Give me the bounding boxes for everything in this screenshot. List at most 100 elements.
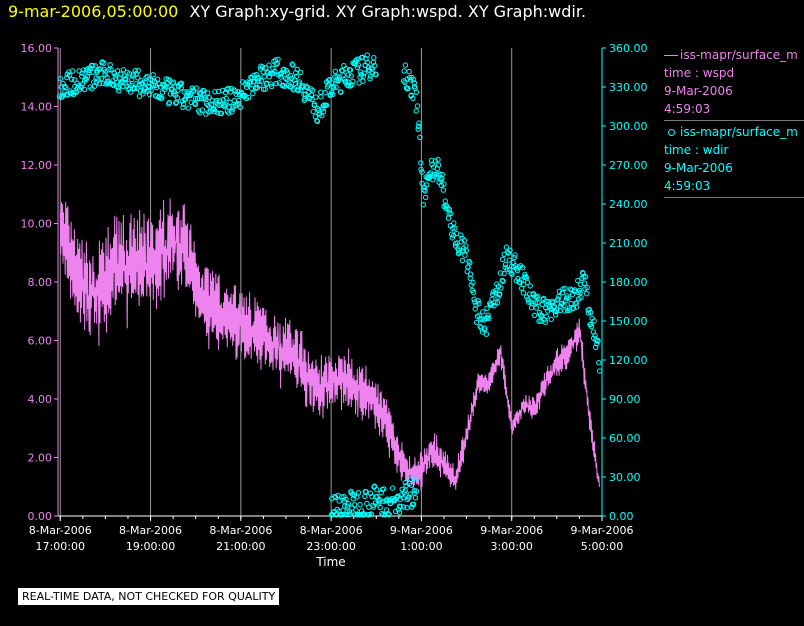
wdir-point [536, 318, 542, 324]
wdir-point [159, 89, 166, 96]
wdir-point [227, 99, 233, 105]
wdir-point [486, 315, 492, 322]
wdir-point [438, 182, 444, 189]
wdir-point [278, 71, 284, 77]
wdir-point [506, 257, 512, 263]
wdir-point [493, 287, 499, 293]
wdir-point [500, 256, 506, 263]
wdir-point [448, 210, 454, 217]
wdir-point [419, 180, 425, 187]
wdir-point [519, 264, 526, 271]
wdir-point [500, 278, 506, 284]
wdir-point [199, 107, 206, 113]
wdir-point [135, 67, 141, 74]
legend-date: 9-Mar-2006 [664, 161, 733, 175]
wdir-point [123, 75, 129, 82]
wdir-point [514, 267, 521, 274]
wdir-point [99, 59, 106, 65]
wdir-point [374, 487, 380, 493]
wdir-point [267, 70, 273, 77]
wdir-point [245, 94, 252, 101]
wdir-point [460, 248, 466, 254]
wdir-point [261, 74, 267, 80]
wdir-point [170, 79, 177, 85]
wdir-point [402, 62, 409, 68]
wdir-point [455, 251, 462, 257]
wdir-point [338, 89, 344, 95]
wdir-point [588, 323, 595, 330]
wdir-point [98, 75, 105, 82]
wdir-point [578, 295, 584, 301]
right-tick-label: 60.00 [609, 432, 641, 445]
wspd-line [59, 198, 600, 491]
wdir-point [250, 90, 256, 97]
wdir-point [322, 90, 328, 96]
wdir-point [131, 86, 138, 92]
right-tick-label: 90.00 [609, 393, 641, 406]
wdir-point [264, 69, 270, 75]
wdir-point [351, 492, 357, 499]
wdir-point [533, 305, 539, 311]
wdir-point [115, 85, 122, 91]
wdir-point [467, 260, 473, 266]
wdir-point [343, 496, 349, 502]
wdir-point [222, 89, 229, 96]
wdir-point [502, 261, 509, 268]
wdir-point [498, 285, 504, 291]
wdir-point [154, 76, 161, 82]
right-tick-label: 150.00 [609, 315, 648, 328]
wdir-point [507, 247, 513, 254]
wdir-point [106, 67, 112, 73]
wdir-point [476, 312, 482, 318]
wdir-point [110, 82, 117, 89]
wdir-point [584, 284, 590, 291]
wdir-point [332, 68, 338, 75]
wdir-point [255, 78, 262, 84]
wdir-point [551, 303, 557, 309]
wdir-point [218, 110, 225, 117]
wdir-point [276, 80, 282, 86]
wdir-point [92, 63, 99, 69]
wdir-point [212, 108, 218, 115]
wdir-point [416, 120, 422, 126]
wdir-point [434, 171, 440, 177]
right-tick-label: 270.00 [609, 159, 648, 172]
wdir-point [142, 79, 148, 86]
wdir-point [223, 95, 229, 102]
wdir-point [431, 171, 438, 177]
wdir-point [444, 203, 450, 209]
wdir-point [415, 123, 422, 130]
wdir-point [357, 502, 363, 508]
wdir-point [137, 88, 144, 94]
wdir-point [597, 368, 603, 374]
wdir-point [407, 491, 413, 497]
wdir-point [355, 62, 362, 68]
wdir-point [499, 277, 505, 284]
wdir-point [132, 68, 138, 74]
left-tick-label: 10.00 [21, 218, 53, 231]
wdir-point [396, 509, 403, 516]
wdir-point [408, 482, 414, 488]
wdir-point [310, 108, 316, 115]
wdir-point [204, 90, 211, 96]
left-tick-label: 8.00 [28, 276, 53, 289]
wdir-point [311, 101, 318, 107]
wdir-point [470, 279, 476, 286]
wdir-point [268, 83, 275, 90]
wdir-point [150, 72, 156, 78]
wdir-point [107, 62, 113, 68]
header-graph-names: XY Graph:xy-grid. XY Graph:wspd. XY Grap… [189, 2, 587, 21]
wdir-point [449, 235, 456, 241]
wdir-point [378, 490, 384, 496]
wdir-point [565, 295, 571, 301]
wdir-point [405, 85, 411, 92]
wdir-point [554, 307, 560, 313]
x-tick-label: 23:00:00 [306, 540, 355, 553]
wdir-point [387, 500, 394, 506]
wdir-point [120, 67, 127, 73]
wdir-point [406, 68, 412, 75]
wdir-point [112, 73, 119, 79]
wdir-point [361, 70, 367, 76]
right-tick-label: 360.00 [609, 42, 648, 55]
wdir-point [413, 488, 420, 494]
